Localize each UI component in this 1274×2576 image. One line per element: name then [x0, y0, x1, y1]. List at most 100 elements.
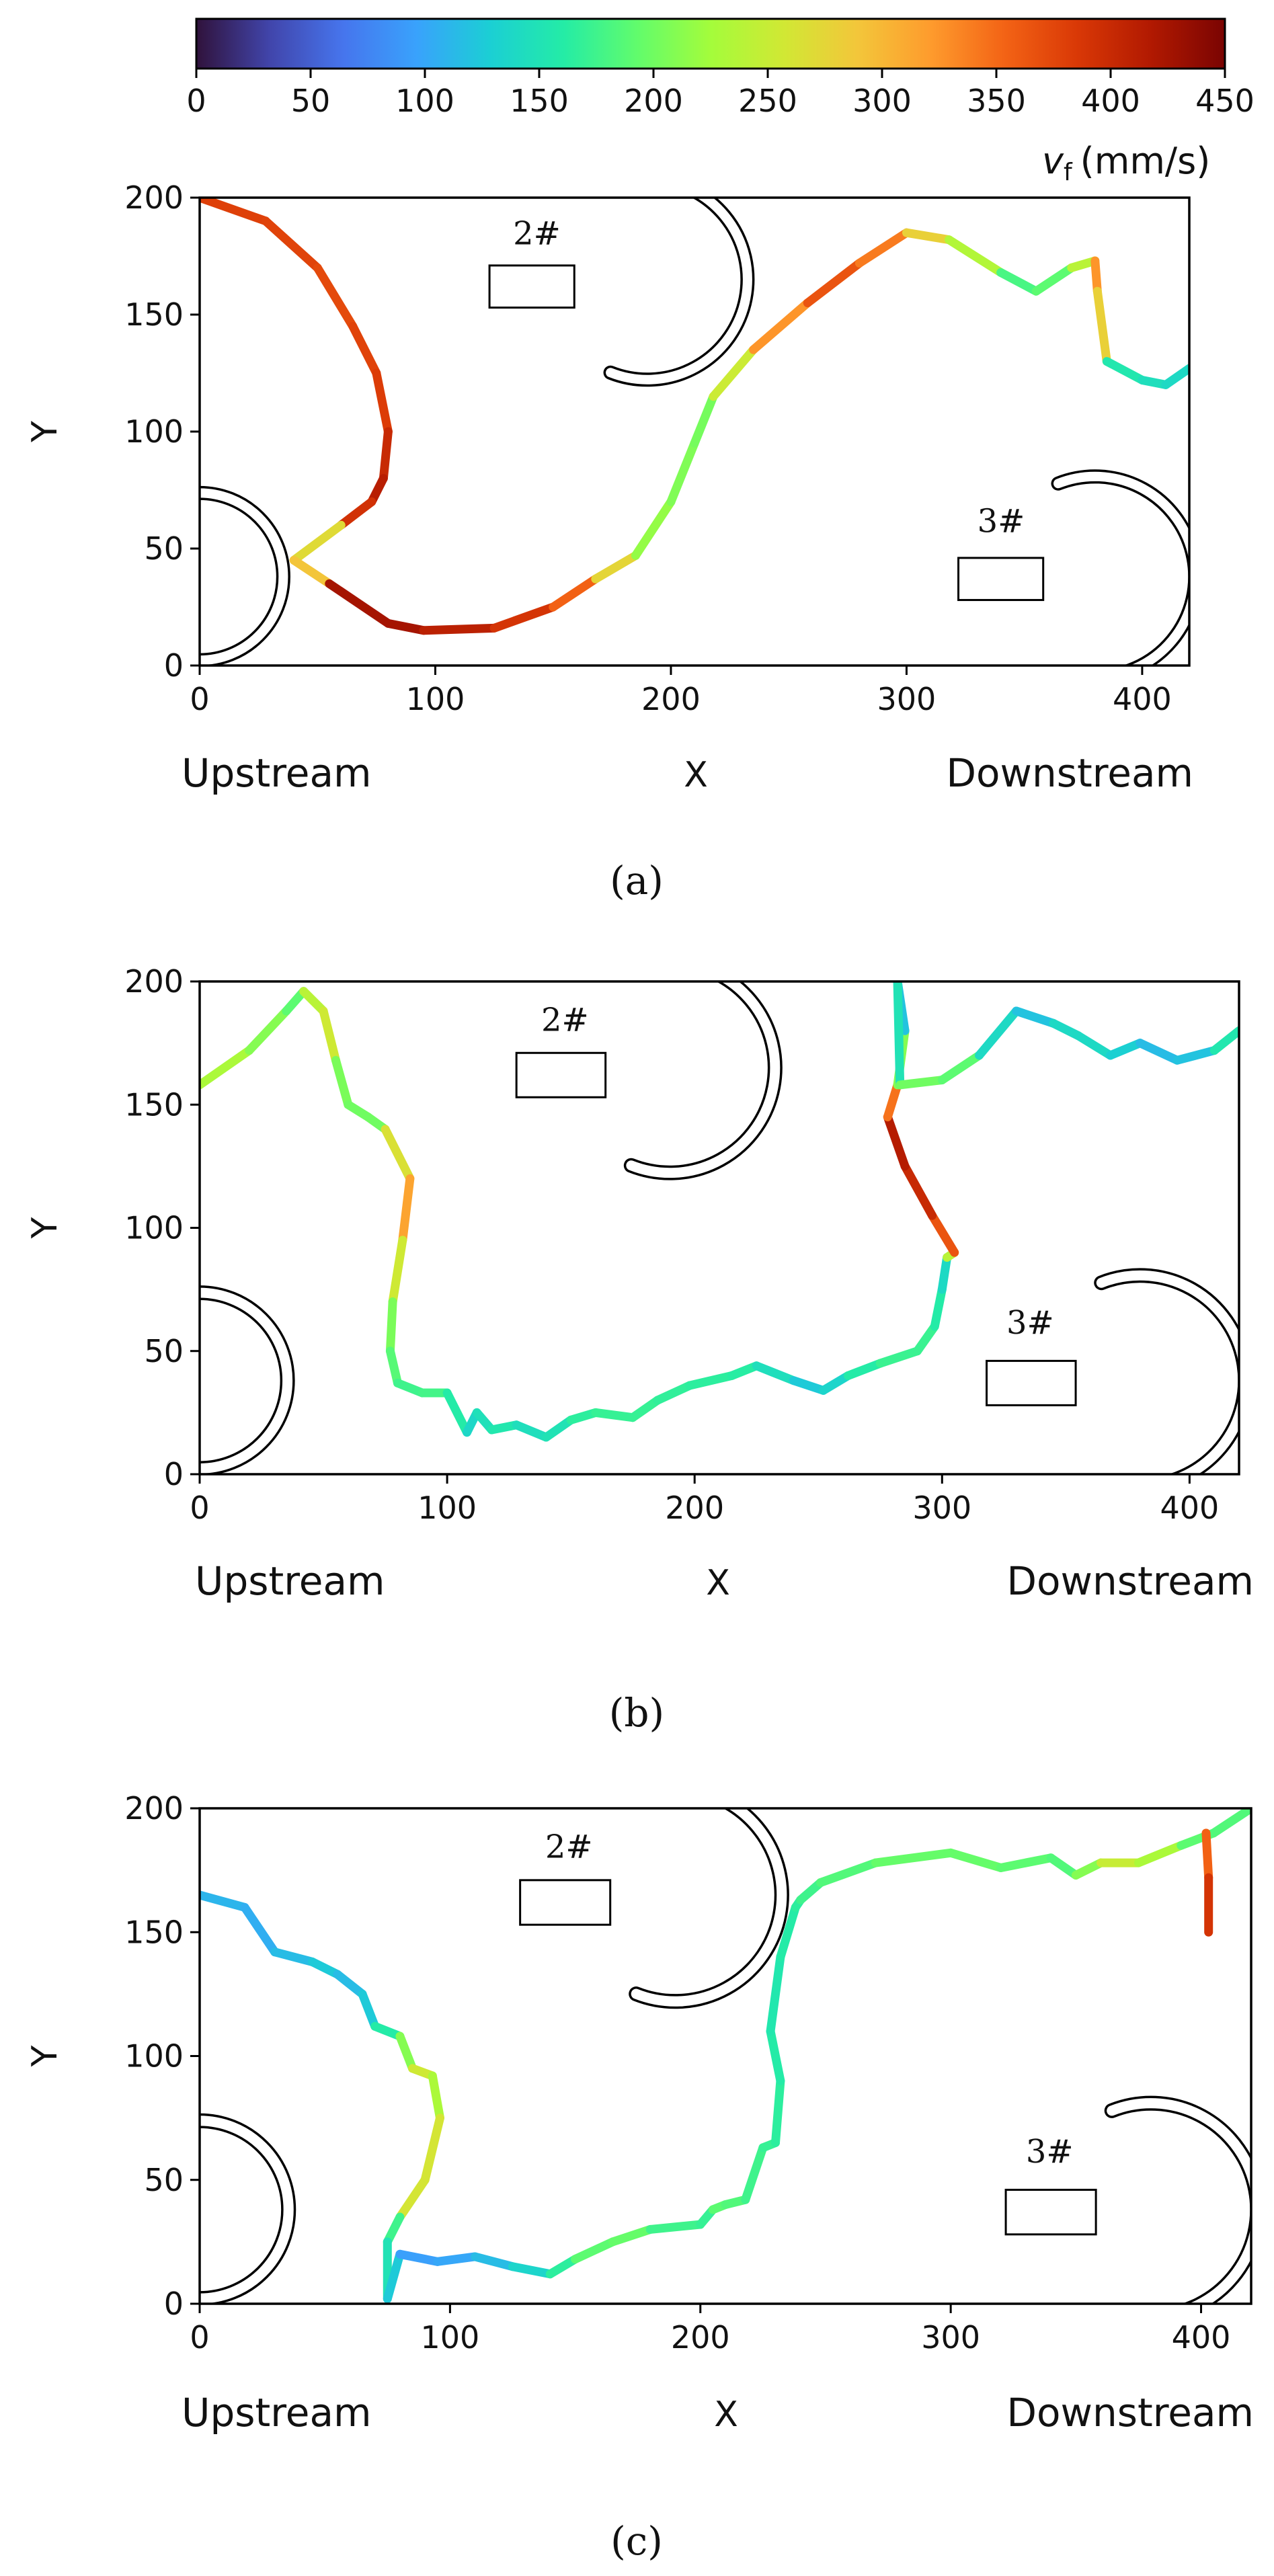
x-tick-label: 0 [190, 681, 209, 717]
trajectory-segment [591, 1408, 637, 1422]
x-tick-label: 400 [1172, 2319, 1231, 2356]
marker-3-label: 3# [1026, 2133, 1074, 2171]
trajectory-segment [666, 438, 699, 506]
trajectory-segment [1012, 1006, 1058, 1028]
trajectory-segment [749, 298, 812, 354]
trajectory-segment [912, 1322, 939, 1356]
trajectory-segment [690, 392, 718, 448]
y-tick-label: 0 [164, 647, 184, 684]
y-axis-label: Y [25, 421, 65, 443]
trajectory-segment [433, 2252, 480, 2266]
colorbar-label-symbol: v [1042, 140, 1064, 182]
deflector-left-arc [200, 1285, 295, 1474]
trajectory-segment [549, 574, 600, 612]
colorbar-tick-label: 300 [852, 83, 912, 119]
colorbar-label: vf (mm/s) [1042, 140, 1210, 186]
y-axis-label: Y [25, 2045, 65, 2067]
trajectory-segment [383, 2249, 405, 2304]
colorbar: 0 50 100 150 200 250 300 350 400 450 vf (mm/s) [186, 17, 1255, 186]
trajectory-segment [358, 1989, 380, 2031]
x-tick-label: 400 [1113, 681, 1172, 717]
trajectory-segment [398, 1174, 415, 1245]
y-tick-label: 0 [164, 1456, 184, 1492]
x-tick-label: 400 [1160, 1490, 1219, 1526]
y-tick-label: 50 [144, 530, 184, 567]
trajectory-segment [471, 2252, 517, 2271]
y-tick-label: 100 [124, 1210, 184, 1246]
trajectory-segment [796, 1878, 826, 1904]
colorbar-tick-label: 100 [395, 83, 454, 119]
plot-frame [198, 1807, 1252, 2305]
marker-3-label: 3# [978, 503, 1025, 540]
marker-3-label: 3# [1006, 1304, 1054, 1342]
marker-2-rect [515, 1051, 607, 1098]
plot-frame [198, 980, 1240, 1476]
trajectory-segment [727, 1361, 761, 1380]
trajectory-segment [383, 618, 428, 635]
trajectory-segment [348, 321, 381, 378]
trajectory-segment [752, 1361, 798, 1385]
trajectory-segment [591, 551, 640, 583]
marker-2-rect [519, 1879, 612, 1926]
trajectory-segment [333, 1970, 367, 1999]
panel-a: 2# 3# 0 100 200 300 400 0 50 100 150 200 X Y Upstream D… [25, 179, 1193, 796]
marker-3-rect [986, 1359, 1077, 1406]
trajectory-segment [1046, 1853, 1080, 1880]
colorbar-tick-label: 50 [291, 83, 331, 119]
trajectory-segment [428, 2071, 444, 2123]
y-axis-label: Y [25, 1217, 65, 1239]
trajectory-segment [545, 2255, 580, 2279]
y-tick-label: 100 [124, 413, 184, 450]
x-tick-label: 100 [420, 2319, 479, 2356]
trajectory-segment [419, 623, 499, 635]
trajectory-segment [996, 1853, 1056, 1872]
trajectory-segment [395, 2175, 430, 2222]
y-tick-label: 150 [124, 1914, 184, 1950]
trajectory-segment [893, 981, 905, 1090]
y-tick-label: 200 [124, 1790, 184, 1826]
trajectory-segment [1209, 1808, 1251, 1838]
trajectory-segment [325, 579, 393, 628]
marker-2-label: 2# [541, 1001, 589, 1039]
trajectory-segment [541, 1415, 575, 1442]
trajectory-segment [608, 2224, 655, 2247]
trajectory-segment [875, 1346, 922, 1368]
marker-2-rect [488, 264, 575, 309]
panel-b: 2# 3# 0 100 200 300 400 0 50 100 150 200 X Y Upstream D… [25, 963, 1254, 1604]
trajectory-segment [766, 2027, 785, 2085]
colorbar-rect [195, 17, 1226, 70]
trajectory [200, 198, 1189, 635]
trajectory-segment [1161, 364, 1189, 389]
trajectory-segment [816, 1858, 880, 1888]
downstream-label: Downstream [1006, 1558, 1254, 1604]
caption-c: (c) [610, 2518, 663, 2564]
trajectory-segment [902, 228, 954, 245]
trajectory-segment [379, 427, 393, 483]
upstream-label: Upstream [182, 2390, 372, 2436]
y-tick-label: 200 [124, 963, 184, 1000]
trajectory-segment [653, 1381, 694, 1405]
trajectory-segment [571, 2237, 617, 2264]
trajectory-segment [628, 1396, 662, 1422]
y-tick-label: 100 [124, 2038, 184, 2075]
trajectory-segment [261, 216, 322, 272]
colorbar-label-unit: (mm/s) [1080, 140, 1211, 182]
deflector-3-arc [1104, 2095, 1251, 2304]
colorbar-tick-label: 450 [1195, 83, 1255, 119]
colorbar-tick-label: 350 [967, 83, 1026, 119]
trajectory-segment [289, 520, 346, 565]
trajectory-segment [1092, 286, 1111, 366]
marker-2-label: 2# [513, 215, 561, 253]
upstream-label: Upstream [182, 750, 372, 796]
y-tick-label: 50 [144, 1333, 184, 1369]
trajectory-segment [819, 1371, 852, 1395]
y-tick-label: 150 [124, 296, 184, 333]
x-tick-label: 0 [190, 1490, 209, 1526]
trajectory-segment [1031, 263, 1076, 296]
x-tick-label: 200 [641, 681, 701, 717]
trajectory-segment [883, 1080, 902, 1122]
trajectory-segment [200, 1890, 249, 1912]
colorbar-tick-label: 0 [186, 83, 206, 119]
x-tick-label: 0 [190, 2319, 209, 2356]
